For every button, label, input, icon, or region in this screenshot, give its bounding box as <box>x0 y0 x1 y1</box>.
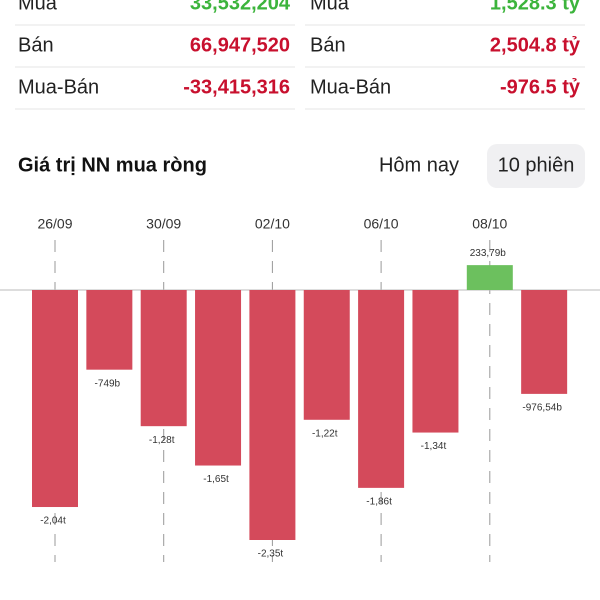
x-tick-label: 26/09 <box>37 216 72 232</box>
row-label: Bán <box>310 34 346 56</box>
row-label: Bán <box>18 34 54 56</box>
row-value: 2,504.8 tỷ <box>490 34 581 56</box>
row-value: 33,532,204 <box>190 0 291 14</box>
bar <box>412 290 459 433</box>
value-label: -1,65t <box>203 474 229 485</box>
value-label: -1,28t <box>149 435 175 446</box>
value-label: -2,04t <box>40 516 66 527</box>
bar <box>32 290 78 508</box>
value-label: -1,22t <box>312 428 338 439</box>
value-label: -1,34t <box>421 441 447 452</box>
x-tick-label: 08/10 <box>472 216 507 232</box>
value-label: -976,54b <box>522 403 562 414</box>
row-value: 66,947,520 <box>190 34 290 56</box>
x-tick-label: 06/10 <box>364 216 399 232</box>
x-tick-label: 02/10 <box>255 216 290 232</box>
row-value: 1,528.3 tỷ <box>490 0 581 14</box>
chart-title: Giá trị NN mua ròng <box>18 154 207 176</box>
tab-selected-bg <box>487 144 585 188</box>
bar <box>358 290 405 488</box>
tab[interactable]: 10 phiên <box>498 154 575 176</box>
bar <box>140 290 187 427</box>
row-label: Mua-Bán <box>18 76 99 98</box>
x-tick-label: 30/09 <box>146 216 181 232</box>
value-label: -2,35t <box>258 549 284 560</box>
bar <box>86 290 133 370</box>
tab[interactable]: Hôm nay <box>379 154 459 176</box>
bar <box>466 265 513 290</box>
bar <box>303 290 350 420</box>
value-label: -1,86t <box>366 497 392 508</box>
row-label: Mua-Bán <box>310 76 391 98</box>
bar <box>195 290 242 466</box>
row-value: -976.5 tỷ <box>500 76 581 98</box>
row-value: -33,415,316 <box>183 76 290 98</box>
row-label: Mua <box>18 0 58 14</box>
bar <box>521 290 568 394</box>
value-label: -749b <box>95 378 121 389</box>
bar <box>249 290 296 540</box>
row-label: Mua <box>310 0 350 14</box>
value-label: 233,79b <box>470 248 507 259</box>
